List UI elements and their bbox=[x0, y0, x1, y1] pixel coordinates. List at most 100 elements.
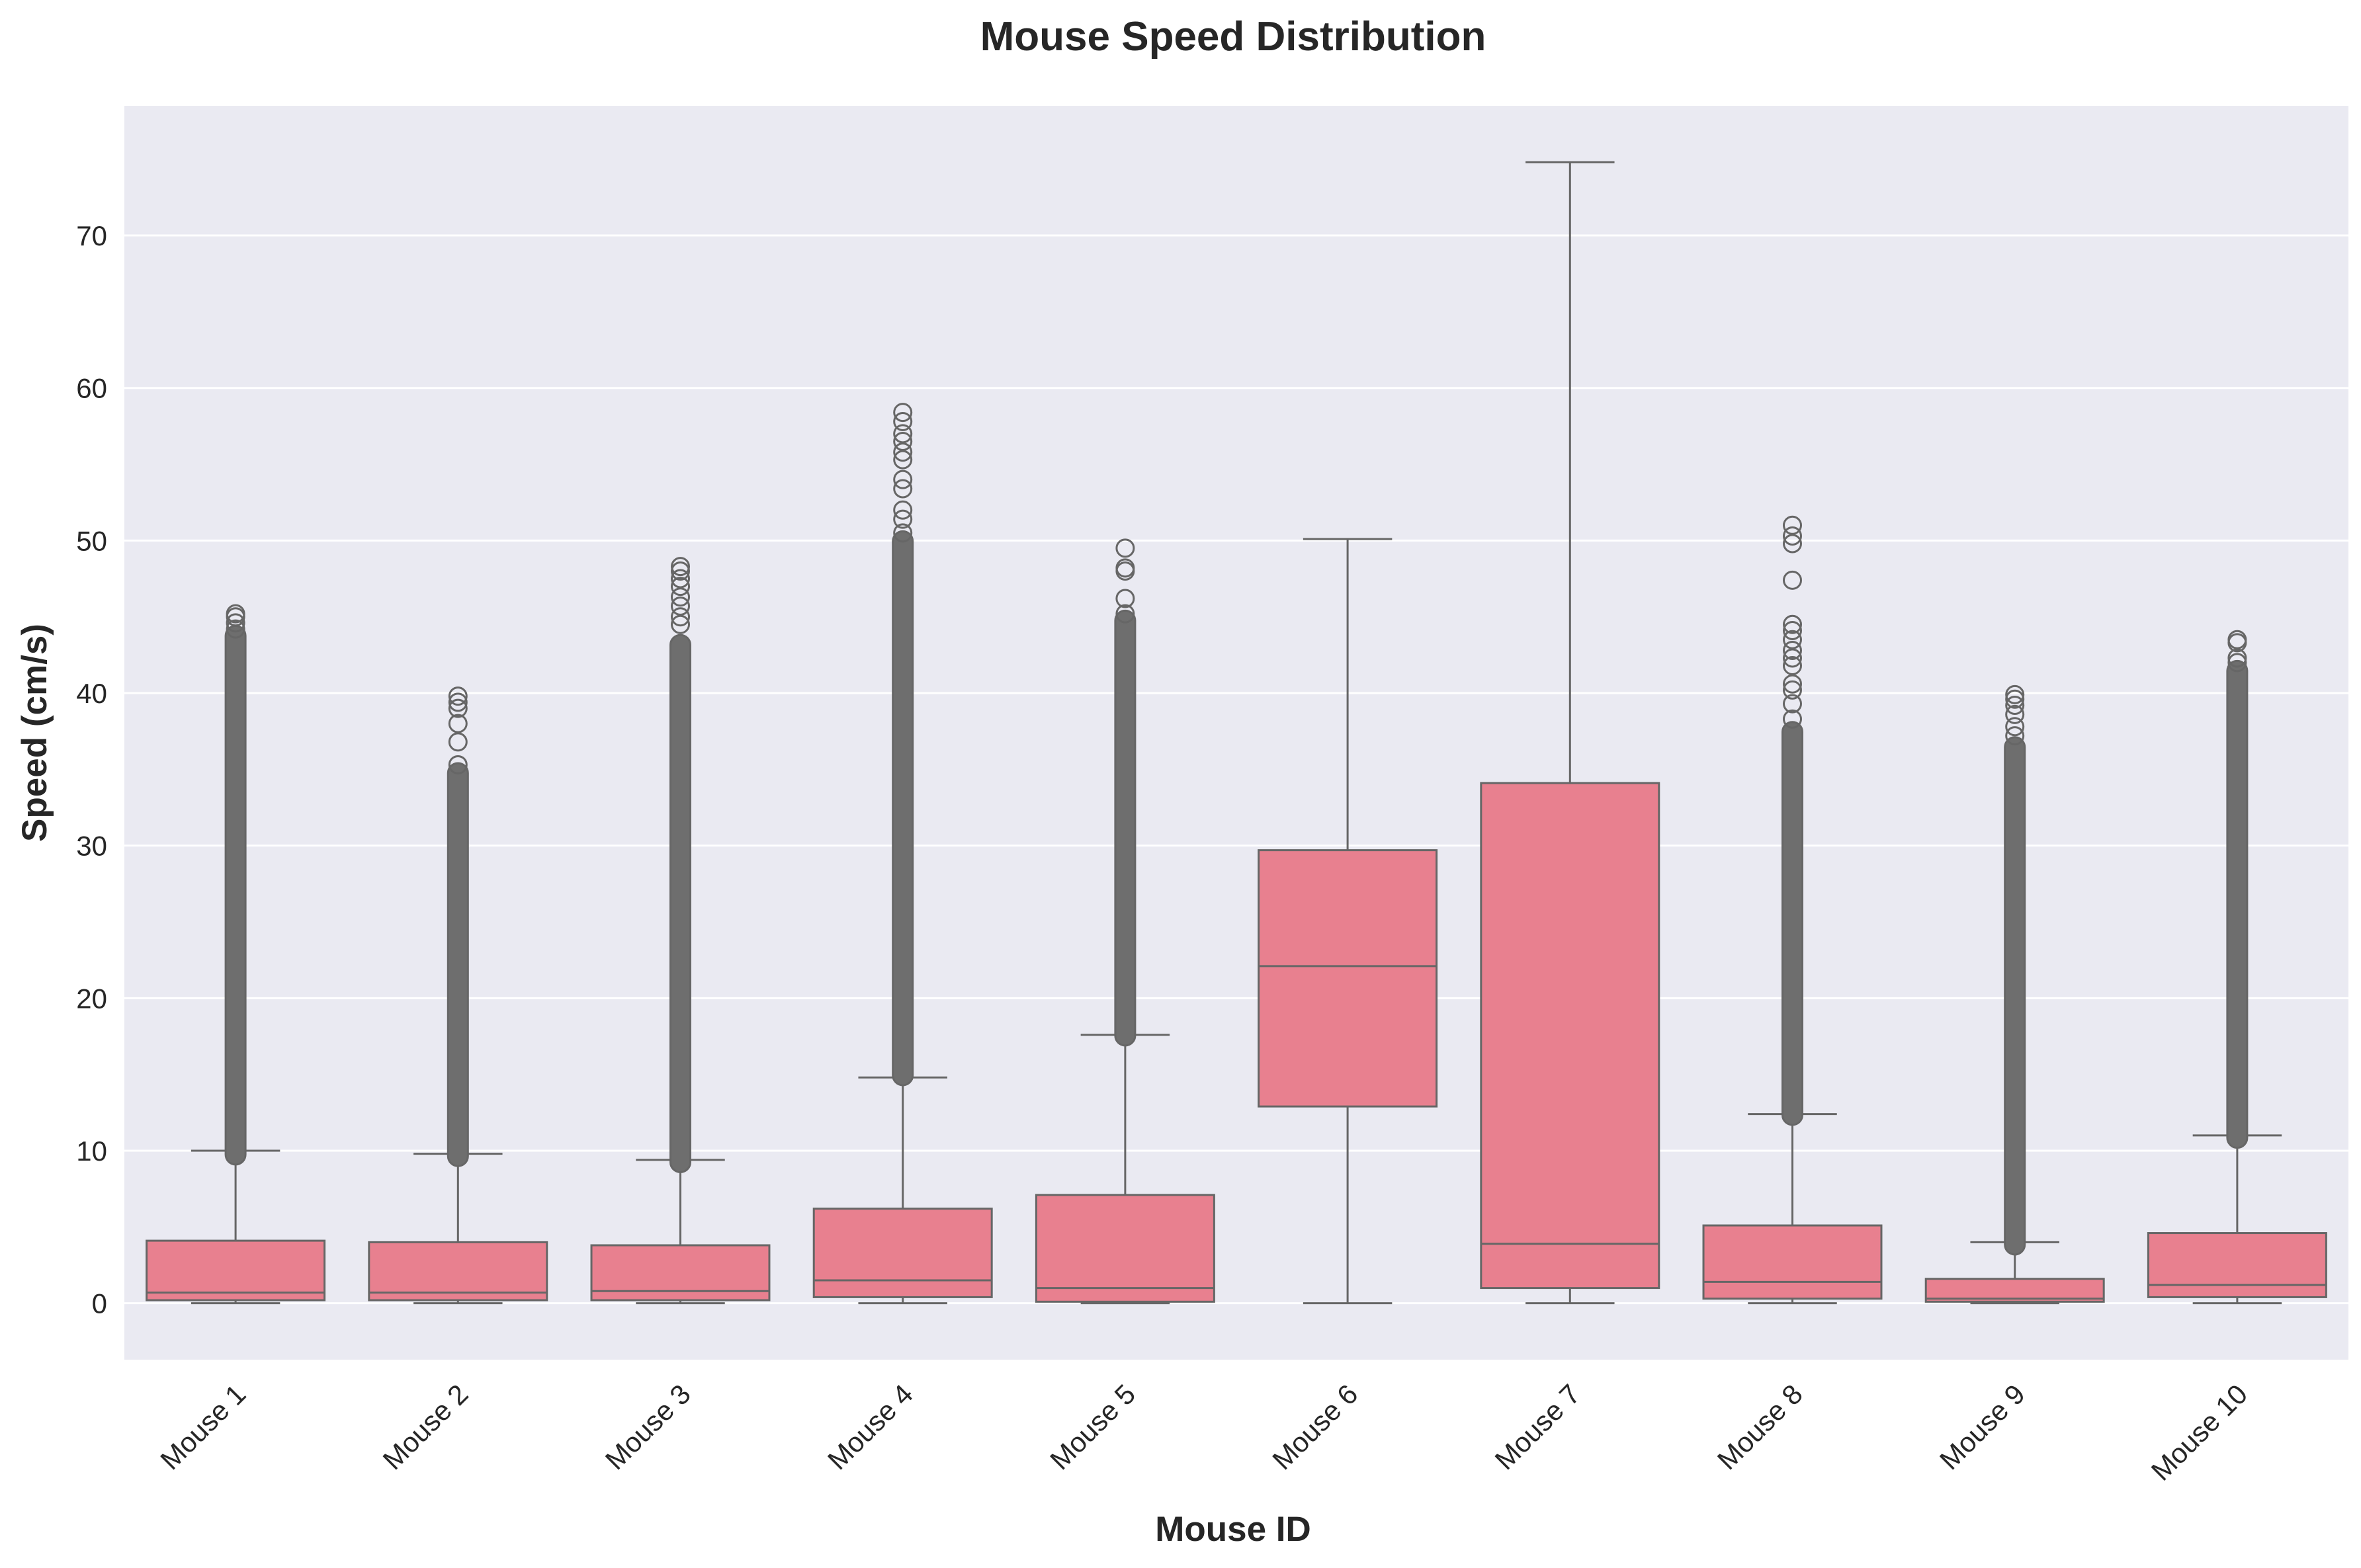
box-group bbox=[1258, 538, 1438, 1305]
outlier-point bbox=[893, 470, 913, 489]
outlier-point bbox=[671, 557, 690, 577]
outlier-point bbox=[671, 587, 690, 607]
outlier-point bbox=[1783, 709, 1802, 729]
outlier-point bbox=[893, 442, 913, 462]
outlier-cluster bbox=[224, 624, 247, 1166]
y-tick-label: 0 bbox=[92, 1288, 107, 1319]
outlier-point bbox=[448, 698, 468, 718]
outlier-point bbox=[2005, 695, 2025, 715]
outlier-point bbox=[893, 479, 913, 499]
outlier-point bbox=[671, 607, 690, 627]
y-tick-label: 40 bbox=[76, 678, 107, 709]
chart-title: Mouse Speed Distribution bbox=[980, 14, 1486, 60]
x-tick-label: Mouse 8 bbox=[1711, 1378, 1809, 1475]
outlier-point bbox=[1783, 630, 1802, 649]
outlier-point bbox=[226, 613, 245, 633]
x-tick-label: Mouse 10 bbox=[2145, 1378, 2254, 1487]
outlier-point bbox=[893, 500, 913, 520]
x-axis-label: Mouse ID bbox=[1155, 1510, 1311, 1549]
outlier-cluster bbox=[2004, 736, 2026, 1256]
outlier-point bbox=[2005, 689, 2025, 709]
box-group bbox=[1702, 515, 1883, 1305]
outlier-point bbox=[1783, 674, 1802, 694]
x-tick-label: Mouse 2 bbox=[377, 1378, 474, 1475]
x-tick-label: Mouse 4 bbox=[822, 1378, 919, 1475]
outlier-point bbox=[893, 509, 913, 529]
outlier-point bbox=[448, 692, 468, 712]
outlier-cluster bbox=[669, 634, 691, 1173]
outlier-point bbox=[893, 403, 913, 423]
outlier-cluster bbox=[447, 762, 469, 1167]
outlier-point bbox=[1783, 534, 1802, 554]
outlier-point bbox=[671, 614, 690, 634]
outlier-point bbox=[1783, 680, 1802, 700]
outlier-point bbox=[1783, 515, 1802, 535]
outlier-point bbox=[893, 411, 913, 431]
box-group bbox=[146, 604, 326, 1305]
outlier-point bbox=[1783, 694, 1802, 714]
box-group bbox=[1480, 161, 1660, 1305]
outlier-point bbox=[2227, 653, 2247, 673]
box-iqr bbox=[1035, 1194, 1215, 1303]
outlier-point bbox=[1783, 570, 1802, 590]
outlier-point bbox=[2227, 648, 2247, 668]
outlier-point bbox=[671, 597, 690, 616]
outlier-point bbox=[226, 619, 245, 639]
outlier-point bbox=[1783, 656, 1802, 676]
box-group bbox=[1924, 684, 2105, 1305]
outlier-point bbox=[226, 604, 245, 624]
box-group bbox=[368, 686, 548, 1305]
y-tick-label: 30 bbox=[76, 831, 107, 862]
box-iqr bbox=[1480, 782, 1660, 1290]
box-group bbox=[812, 403, 993, 1305]
y-tick-label: 10 bbox=[76, 1135, 107, 1167]
outlier-point bbox=[1115, 589, 1135, 608]
outlier-point bbox=[2005, 704, 2025, 724]
box-iqr bbox=[2147, 1232, 2327, 1298]
x-tick-label: Mouse 9 bbox=[1934, 1378, 2031, 1475]
x-tick-label: Mouse 7 bbox=[1489, 1378, 1586, 1475]
box-iqr bbox=[812, 1208, 993, 1298]
outlier-point bbox=[893, 431, 913, 451]
y-axis-ticks: 0 10 20 30 40 50 60 70 bbox=[76, 220, 107, 1319]
box-group bbox=[1035, 538, 1215, 1305]
outlier-cluster bbox=[2226, 659, 2249, 1149]
outlier-point bbox=[2005, 717, 2025, 737]
outlier-point bbox=[893, 424, 913, 444]
box-series bbox=[146, 161, 2327, 1305]
box-group bbox=[2147, 630, 2327, 1305]
x-tick-label: Mouse 6 bbox=[1266, 1378, 1363, 1475]
outlier-point bbox=[1783, 640, 1802, 660]
outlier-point bbox=[1115, 538, 1135, 558]
outlier-point bbox=[671, 561, 690, 581]
outlier-cluster bbox=[1114, 609, 1137, 1047]
outlier-point bbox=[1783, 648, 1802, 668]
box-iqr bbox=[146, 1239, 326, 1301]
box-iqr bbox=[1702, 1224, 1883, 1300]
outlier-point bbox=[1783, 614, 1802, 634]
x-tick-label: Mouse 3 bbox=[599, 1378, 697, 1475]
outlier-point bbox=[1115, 604, 1135, 624]
y-axis-label: Speed (cm/s) bbox=[15, 624, 54, 842]
box-iqr bbox=[1258, 849, 1438, 1108]
outlier-point bbox=[2005, 684, 2025, 704]
outlier-point bbox=[448, 686, 468, 706]
outlier-cluster bbox=[1781, 721, 1803, 1126]
outlier-point bbox=[1783, 620, 1802, 640]
outlier-point bbox=[448, 755, 468, 774]
outlier-point bbox=[1115, 558, 1135, 578]
y-tick-label: 20 bbox=[76, 983, 107, 1014]
box-group bbox=[590, 557, 771, 1305]
outlier-point bbox=[448, 714, 468, 733]
y-tick-label: 70 bbox=[76, 220, 107, 251]
outlier-point bbox=[2227, 630, 2247, 649]
outlier-point bbox=[893, 450, 913, 470]
x-tick-label: Mouse 1 bbox=[154, 1378, 251, 1475]
x-axis-ticks: Mouse 1 Mouse 2 Mouse 3 Mouse 4 Mouse 5 Mouse… bbox=[154, 1378, 2253, 1487]
outlier-point bbox=[893, 523, 913, 543]
outlier-point bbox=[671, 577, 690, 597]
y-tick-label: 50 bbox=[76, 525, 107, 556]
x-tick-label: Mouse 5 bbox=[1044, 1378, 1141, 1475]
outlier-point bbox=[2005, 726, 2025, 746]
